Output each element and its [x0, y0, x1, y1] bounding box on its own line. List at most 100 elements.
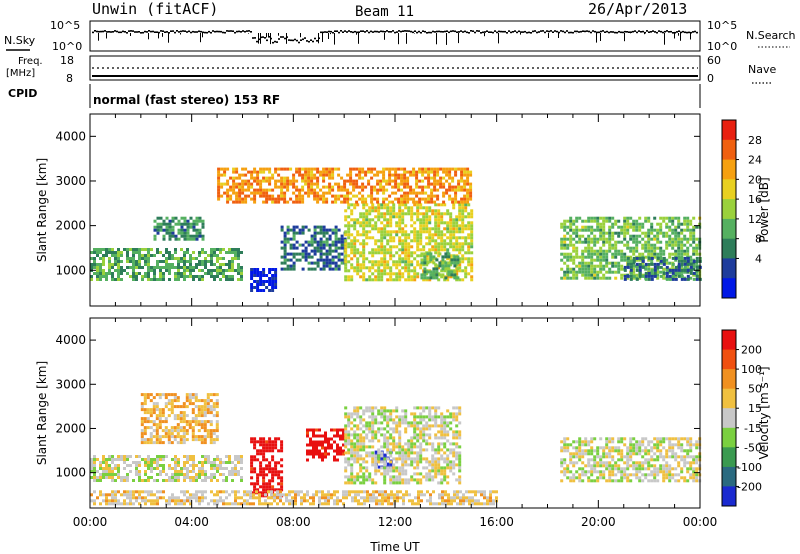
power-cell-8	[250, 182, 254, 186]
velocity-cell-5	[386, 436, 390, 440]
velocity-cell-5	[437, 448, 441, 452]
power-cell-6	[683, 237, 687, 241]
power-cell-5	[429, 255, 433, 259]
power-cell-6	[596, 273, 600, 277]
power-cell-4	[404, 245, 408, 249]
velocity-cell-0	[144, 470, 147, 473]
nsky-point	[144, 30, 146, 33]
power-cell-6	[641, 222, 645, 226]
velocity-cell-4	[191, 438, 195, 442]
power-cell-8	[292, 176, 296, 180]
velocity-cell-1	[274, 446, 278, 450]
velocity-cell-5	[440, 442, 444, 446]
velocity-cell-5	[386, 457, 390, 461]
power-cell-0	[123, 269, 126, 272]
power-cell-7	[659, 259, 663, 263]
power-cell-6	[569, 225, 573, 229]
power-cell-8	[247, 182, 251, 186]
power-cell-4	[434, 221, 438, 225]
power-cell-0	[117, 269, 120, 272]
velocity-cell-1	[268, 467, 272, 471]
velocity-cell-5	[356, 415, 360, 419]
power-cell-6	[608, 237, 612, 241]
power-cell-6	[584, 264, 588, 268]
velocity-cell-5	[389, 460, 393, 464]
velocity-cell-0	[171, 458, 174, 461]
velocity-cell-4	[167, 414, 171, 418]
power-cell-4	[356, 263, 360, 267]
power-cell-8	[322, 167, 326, 171]
velocity-cell-5	[446, 421, 450, 425]
power-cell-4	[371, 209, 375, 213]
power-cell-5	[447, 273, 451, 277]
power-cell-8	[316, 197, 320, 201]
velocity-cell-1	[268, 437, 272, 441]
velocity-cell-0	[108, 476, 111, 479]
power-cell-8	[400, 194, 404, 198]
power-cell-4	[467, 221, 471, 225]
power-cell-4	[371, 251, 375, 255]
power-cell-8	[286, 200, 290, 204]
power-cell-6	[647, 249, 651, 253]
velocity-cell-0	[93, 479, 96, 482]
power-cell-7	[668, 277, 672, 281]
power-cell-8	[292, 173, 296, 177]
power-cell-8	[448, 173, 452, 177]
velocity-cell-1	[277, 437, 281, 441]
power-cell-4	[350, 278, 354, 282]
power-cell-8	[358, 167, 362, 171]
power-cell-4	[353, 218, 357, 222]
power-cell-4	[425, 227, 429, 231]
power-cell-0	[150, 269, 153, 272]
velocity-cell-6	[578, 458, 582, 462]
velocity-cell-4	[194, 435, 198, 439]
velocity-cell-4	[140, 438, 144, 442]
power-cell-4	[344, 215, 348, 219]
power-cell-7	[683, 259, 687, 263]
power-cell-8	[463, 170, 467, 174]
power-cell-1	[174, 234, 178, 238]
power-cell-5	[447, 264, 451, 268]
nsky-point	[570, 31, 572, 34]
power-cell-7	[659, 274, 663, 278]
power-cell-3	[325, 261, 329, 265]
power-cell-4	[458, 278, 462, 282]
power-cell-6	[572, 255, 576, 259]
power-cell-6	[632, 228, 636, 232]
velocity-cell-6	[584, 452, 588, 456]
power-cell-4	[353, 203, 357, 207]
velocity-cell-4	[152, 420, 156, 424]
velocity-cell-5	[410, 457, 414, 461]
nsearch-tick-bottom: 10^0	[707, 40, 737, 53]
power-cell-4	[416, 272, 420, 276]
velocity-cell-5	[386, 448, 390, 452]
power-cell-0	[153, 254, 156, 257]
nsky-point	[122, 30, 124, 33]
power-cell-0	[102, 260, 105, 263]
velocity-cell-6	[569, 470, 573, 474]
velocity-cell-5	[350, 448, 354, 452]
power-cell-4	[350, 203, 354, 207]
power-cell-7	[671, 262, 675, 266]
power-ylabel: Slant Range [km]	[35, 158, 49, 262]
power-cell-4	[362, 212, 366, 216]
power-cell-4	[368, 221, 372, 225]
power-cell-4	[410, 239, 414, 243]
velocity-cell-5	[416, 406, 420, 410]
velocity-cell-2	[321, 455, 324, 459]
power-cell-6	[581, 234, 585, 238]
power-cell-6	[599, 261, 603, 265]
power-cell-4	[416, 275, 420, 279]
power-cell-6	[587, 240, 591, 244]
power-cell-8	[442, 185, 446, 189]
velocity-cell-2	[336, 446, 339, 450]
velocity-cell-4	[155, 414, 159, 418]
nsky-point	[188, 30, 190, 33]
nsky-point	[634, 30, 636, 32]
power-cell-7	[665, 265, 669, 269]
nsky-point	[510, 31, 512, 34]
power-cell-7	[623, 268, 627, 272]
power-cell-4	[425, 278, 429, 282]
velocity-cell-5	[359, 445, 363, 449]
power-cell-5	[456, 276, 460, 280]
